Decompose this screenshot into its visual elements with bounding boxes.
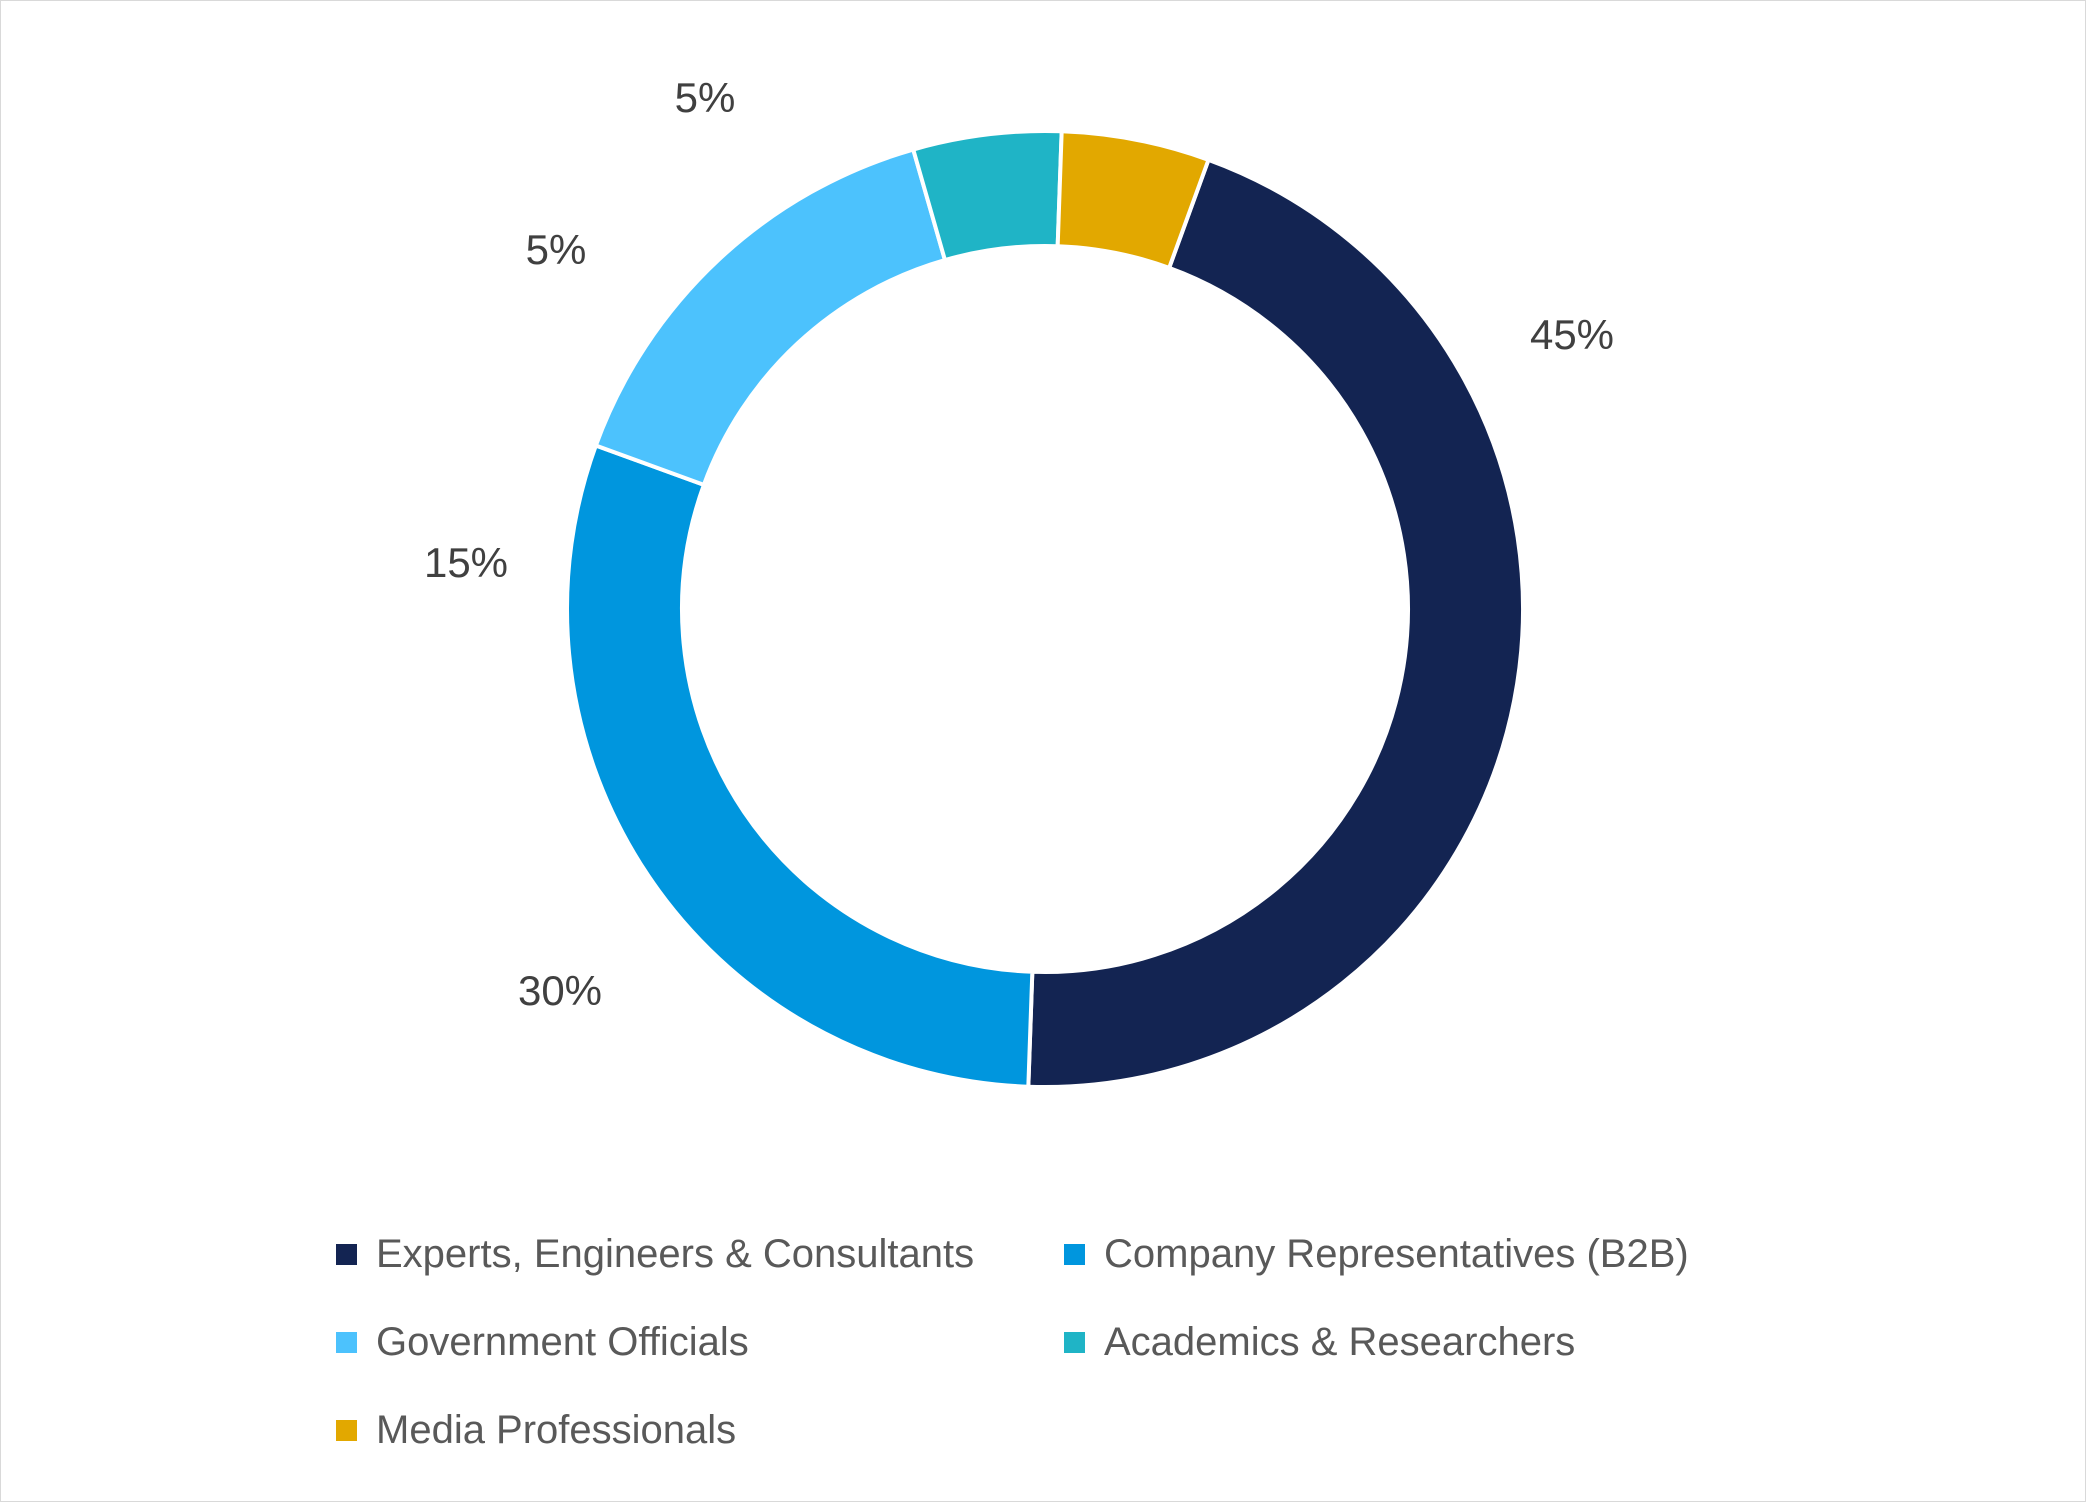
legend-item-media-professionals: Media Professionals [336,1406,1064,1454]
legend-swatch [336,1331,357,1353]
legend-swatch [336,1419,357,1441]
data-label-academics-and-researchers: 5% [526,226,587,273]
slice-government-officials [593,147,948,488]
data-label-government-officials: 15% [424,539,508,586]
legend-item-experts-engineers-and-consultants: Experts, Engineers & Consultants [336,1230,1064,1278]
data-label-company-representatives-b2b: 30% [518,967,602,1014]
legend-item-government-officials: Government Officials [336,1318,1064,1366]
legend-item-company-representatives-b2b: Company Representatives (B2B) [1064,1230,1784,1278]
legend-swatch [1064,1243,1085,1265]
legend-label: Experts, Engineers & Consultants [376,1231,975,1276]
data-label-experts-engineers-and-consultants: 45% [1530,311,1614,358]
data-label-media-professionals: 5% [675,74,736,121]
slice-media-professionals [1055,129,1212,271]
slice-company-representatives-b2b [565,442,1035,1089]
legend-label: Government Officials [376,1319,749,1364]
data-labels: 45% 30% 15% 5% 5% [424,74,1614,1014]
legend-label: Company Representatives (B2B) [1104,1231,1689,1276]
legend-label: Media Professionals [376,1407,737,1452]
legend-swatch [336,1243,357,1265]
legend-swatch [1064,1331,1085,1353]
donut-slices [565,129,1525,1089]
legend-item-academics-and-researchers: Academics & Researchers [1064,1318,1784,1366]
legend-label: Academics & Researchers [1104,1319,1576,1364]
legend: Experts, Engineers & Consultants Company … [336,1230,1836,1454]
slice-experts-engineers-and-consultants [1026,157,1525,1089]
